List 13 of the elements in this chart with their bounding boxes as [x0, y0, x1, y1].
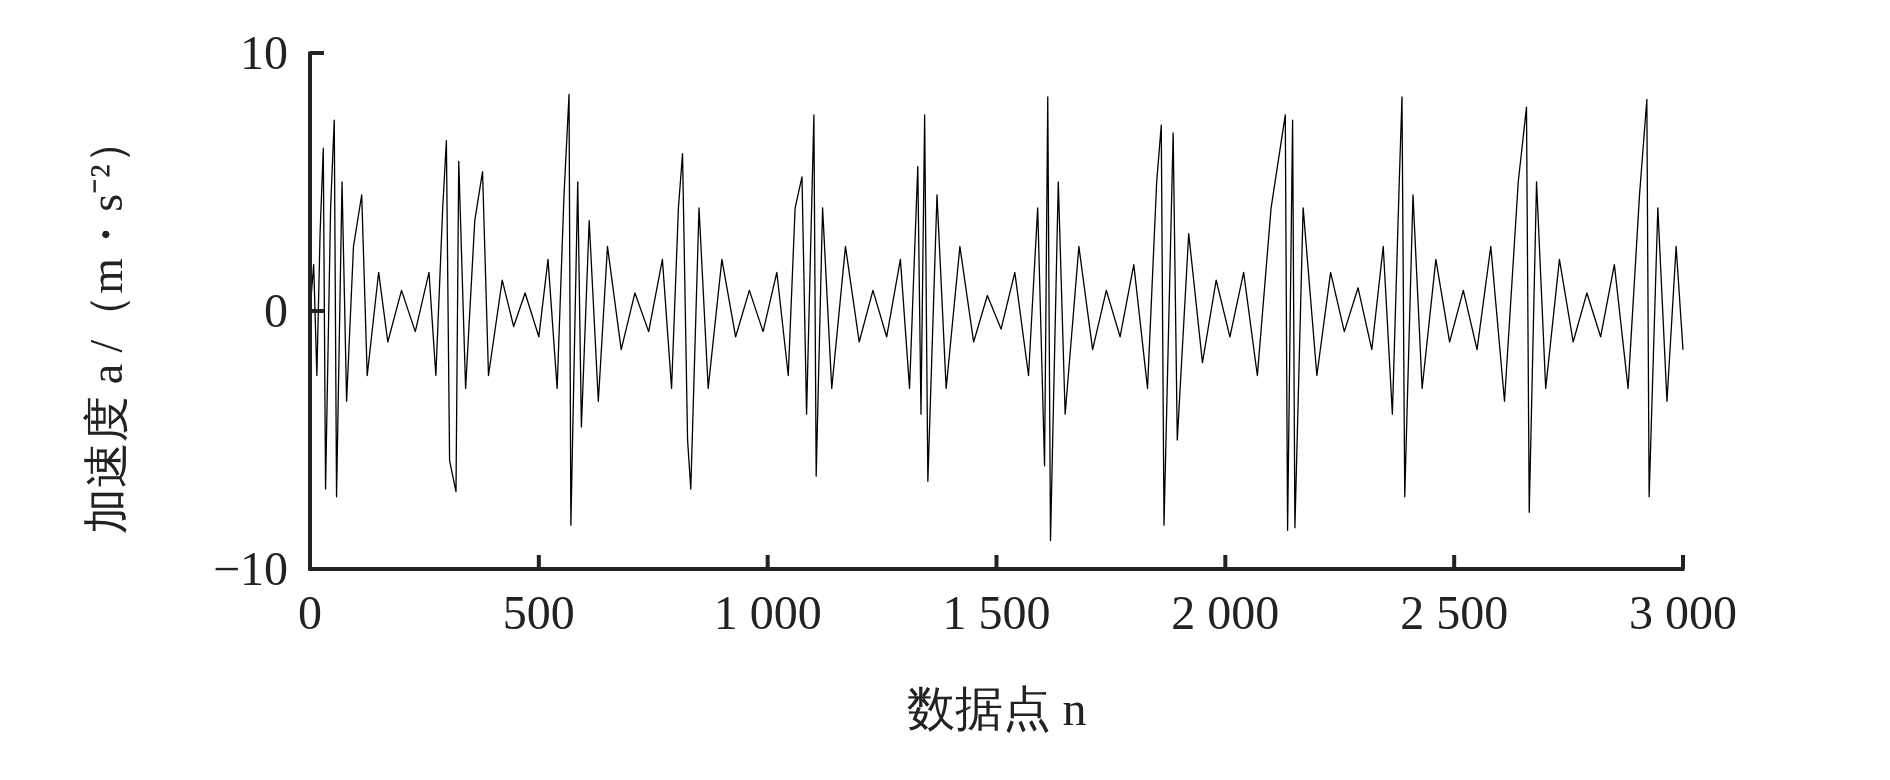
x-tick-label: 1 000	[713, 586, 822, 639]
x-tick-label: 1 500	[942, 586, 1051, 639]
x-tick-label: 0	[298, 586, 322, 639]
x-tick-label: 2 000	[1171, 586, 1280, 639]
y-tick-label: 10	[240, 26, 288, 79]
x-tick-label: 3 000	[1629, 586, 1737, 639]
y-axis-title: 加速度 a /（m・s⁻²）	[81, 118, 132, 534]
x-tick-label: 500	[502, 586, 575, 639]
y-tick-label: 0	[264, 284, 288, 337]
x-tick-label: 2 500	[1400, 586, 1509, 639]
y-tick-label: −10	[212, 542, 288, 595]
x-axis-title: 数据点 n	[906, 682, 1087, 735]
line-series	[309, 93, 1684, 542]
